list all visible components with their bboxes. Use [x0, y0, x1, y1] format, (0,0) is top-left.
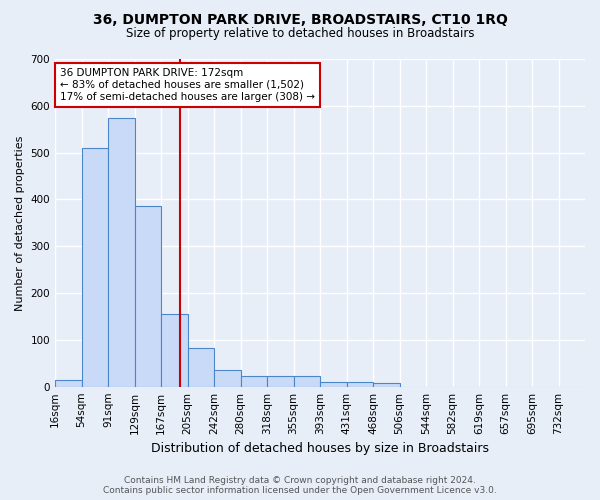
Bar — [161, 314, 188, 386]
Bar — [134, 206, 161, 386]
Bar — [267, 376, 293, 386]
Bar — [241, 376, 267, 386]
Bar — [82, 148, 108, 386]
Text: Contains HM Land Registry data © Crown copyright and database right 2024.
Contai: Contains HM Land Registry data © Crown c… — [103, 476, 497, 495]
Bar — [347, 382, 373, 386]
Y-axis label: Number of detached properties: Number of detached properties — [15, 135, 25, 310]
Bar — [108, 118, 134, 386]
X-axis label: Distribution of detached houses by size in Broadstairs: Distribution of detached houses by size … — [151, 442, 489, 455]
Text: Size of property relative to detached houses in Broadstairs: Size of property relative to detached ho… — [126, 28, 474, 40]
Bar — [293, 376, 320, 386]
Text: 36 DUMPTON PARK DRIVE: 172sqm
← 83% of detached houses are smaller (1,502)
17% o: 36 DUMPTON PARK DRIVE: 172sqm ← 83% of d… — [60, 68, 315, 102]
Bar — [320, 382, 347, 386]
Bar — [214, 370, 241, 386]
Bar — [55, 380, 82, 386]
Bar — [188, 348, 214, 387]
Text: 36, DUMPTON PARK DRIVE, BROADSTAIRS, CT10 1RQ: 36, DUMPTON PARK DRIVE, BROADSTAIRS, CT1… — [92, 12, 508, 26]
Bar — [373, 383, 400, 386]
